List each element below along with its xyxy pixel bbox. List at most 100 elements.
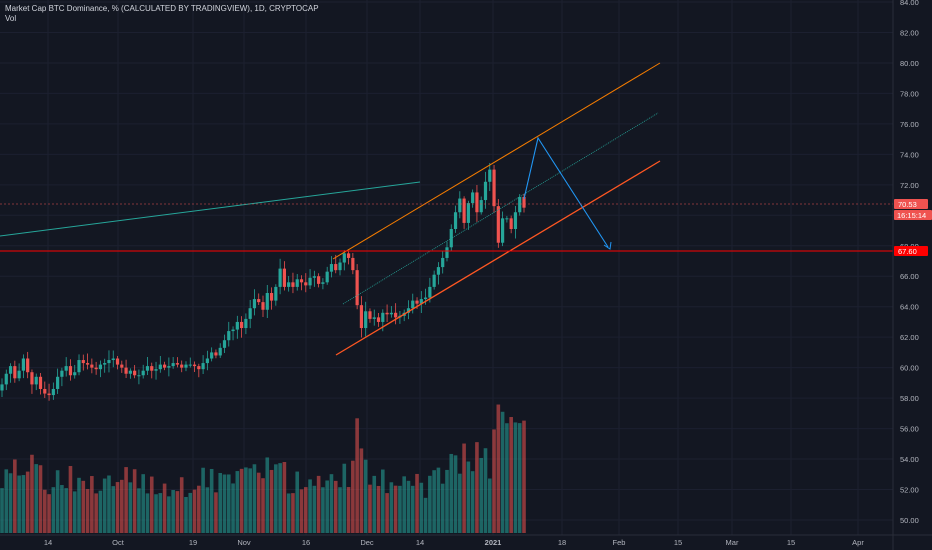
candle-body <box>317 276 321 284</box>
volume-bar <box>197 485 201 533</box>
volume-bar <box>55 470 60 533</box>
drawing-tools[interactable] <box>332 62 661 356</box>
candle-body <box>501 218 505 243</box>
volume-bar <box>42 489 47 533</box>
candle-body <box>513 212 518 230</box>
volume-bar <box>21 475 26 533</box>
last-price-tag: 70.53 16:15:14 <box>894 199 932 220</box>
volume-bar <box>385 493 389 533</box>
y-tick-label: 60.00 <box>900 364 919 373</box>
volume-bar <box>312 485 317 533</box>
volume-bar <box>278 463 282 533</box>
candle-body <box>278 268 282 287</box>
trend-line-green[interactable] <box>0 181 421 237</box>
volume-bar <box>111 486 116 533</box>
volume-bar <box>368 484 372 533</box>
volume-bar <box>274 464 278 533</box>
candle-body <box>355 270 359 306</box>
volume-indicator-label[interactable]: Vol <box>5 14 17 23</box>
candle-body <box>188 364 192 366</box>
volume-bar <box>282 461 287 533</box>
candle-body <box>475 192 479 213</box>
y-tick-label: 76.00 <box>900 120 919 129</box>
volume-bar <box>428 475 432 533</box>
volume-bar <box>235 471 240 533</box>
candle-body <box>308 277 312 286</box>
volume-bar <box>449 453 454 533</box>
volume-bar <box>231 483 235 533</box>
chart-legend[interactable]: Market Cap BTC Dominance, % (CALCULATED … <box>5 4 319 24</box>
candle-body <box>518 197 522 213</box>
candle-body <box>488 169 492 182</box>
candle-body <box>34 376 38 385</box>
y-tick-label: 80.00 <box>900 59 919 68</box>
volume-bar <box>363 459 368 533</box>
candle-body <box>244 318 248 329</box>
x-tick-label: 14 <box>44 538 52 547</box>
volume-bar <box>175 491 180 533</box>
countdown-value: 16:15:14 <box>897 211 926 220</box>
candle-body <box>248 308 252 319</box>
candle-body <box>295 279 299 287</box>
candle-body <box>150 366 154 371</box>
channel-upper-line[interactable] <box>332 62 661 260</box>
volume-bar <box>351 460 355 533</box>
candle-body <box>94 367 98 370</box>
candle-body <box>522 197 526 208</box>
candle-body <box>4 373 8 385</box>
volume-bar <box>145 493 150 533</box>
candle-body <box>154 369 158 371</box>
hline-price-tag: 67.60 <box>894 246 928 256</box>
volume-bar <box>522 420 526 533</box>
candle-body <box>432 274 436 287</box>
candle-body <box>30 372 34 385</box>
candle-body <box>385 312 389 315</box>
candle-body <box>419 299 423 304</box>
volume-bar <box>154 494 158 533</box>
x-tick-label: 18 <box>558 538 566 547</box>
x-tick-label: Mar <box>726 538 739 547</box>
volume-bar <box>94 493 98 533</box>
trend-line-teal-long[interactable] <box>0 181 421 237</box>
volume-bar <box>487 478 492 533</box>
volume-bar <box>321 487 325 533</box>
candle-body <box>205 358 209 364</box>
x-tick-label: 14 <box>416 538 424 547</box>
volume-bar <box>167 496 171 533</box>
candle-body <box>171 363 175 367</box>
volume-bar <box>325 480 329 533</box>
volume-bar <box>286 493 291 533</box>
volume-bar <box>209 468 214 533</box>
candle-body <box>376 317 381 322</box>
candle-body <box>141 370 145 376</box>
volume-bar <box>316 475 321 533</box>
candle-body <box>68 366 73 376</box>
y-tick-label: 64.00 <box>900 303 919 312</box>
candle-body <box>98 364 103 370</box>
volume-bar <box>0 488 4 533</box>
candle-body <box>406 308 411 313</box>
candle-body <box>137 375 141 377</box>
candle-body <box>287 282 291 287</box>
candle-body <box>26 358 30 373</box>
volume-bar <box>492 429 496 533</box>
volume-bar <box>303 487 308 533</box>
volume-bar <box>192 489 197 533</box>
volume-bar <box>179 477 184 533</box>
volume-bar <box>107 475 111 533</box>
time-axis[interactable]: 14 Oct 19 Nov 16 Dec 14 2021 18 Feb 15 Mar 15 Apr <box>0 534 932 547</box>
volume-bar <box>440 483 445 533</box>
volume-bar <box>509 417 513 533</box>
symbol-title[interactable]: Market Cap BTC Dominance, % (CALCULATED … <box>5 4 319 13</box>
volume-bar <box>470 471 475 533</box>
candle-body <box>51 388 55 396</box>
candle-body <box>111 358 115 361</box>
candle-body <box>227 331 231 341</box>
channel-lower-line[interactable] <box>335 160 661 356</box>
volume-bar <box>389 482 394 533</box>
channel-mid-line[interactable] <box>342 112 659 305</box>
projection-path[interactable] <box>523 136 609 248</box>
candle-body <box>505 218 509 220</box>
candle-body <box>471 192 475 204</box>
